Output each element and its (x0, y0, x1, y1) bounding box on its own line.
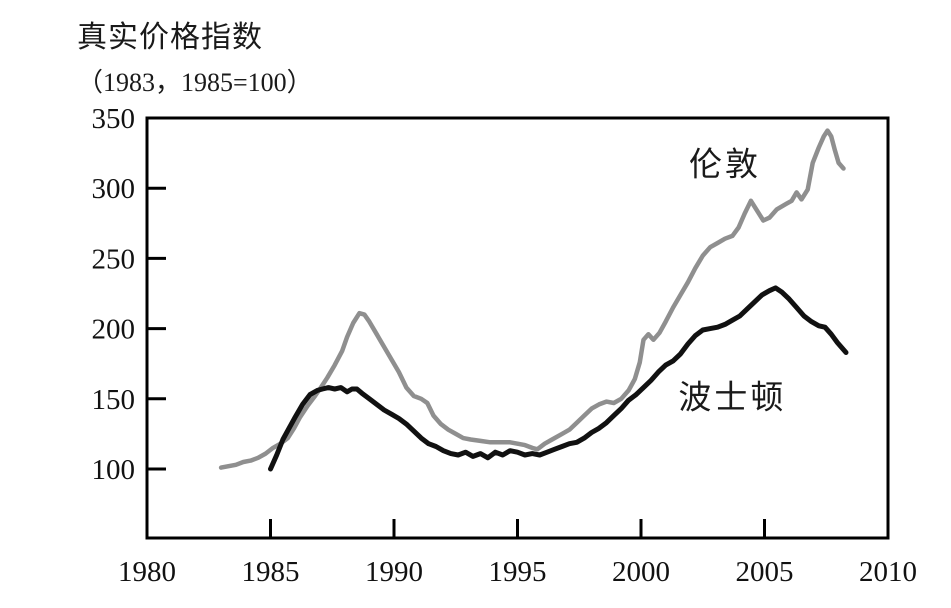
boston-line (268, 285, 849, 472)
x-tick-label: 2000 (612, 556, 670, 588)
plot-frame (145, 116, 890, 540)
x-tick-label: 2010 (859, 556, 917, 588)
london-line (218, 128, 846, 470)
axis-ticks (147, 186, 766, 538)
x-tick-label: 2005 (736, 556, 794, 588)
x-tick-label: 1990 (365, 556, 423, 588)
y-tick-label: 100 (92, 454, 136, 486)
boston-label: 波士顿 (678, 379, 786, 416)
y-tick-label: 150 (92, 384, 136, 416)
y-tick-label: 250 (92, 243, 136, 275)
y-tick-label: 300 (92, 173, 136, 205)
y-tick-label: 350 (92, 103, 136, 135)
chart-title: 真实价格指数 (77, 21, 263, 54)
x-tick-label: 1995 (489, 556, 547, 588)
chart-subtitle: （1983，1985=100） (77, 68, 313, 97)
london-label: 伦敦 (689, 146, 761, 183)
y-tick-label: 200 (92, 314, 136, 346)
axis-tick-labels: 100 150 200 250 300 350 1980 1985 1990 1995 2000 20… (92, 103, 918, 588)
x-tick-label: 1985 (242, 556, 300, 588)
data-lines (218, 128, 849, 472)
x-tick-label: 1980 (118, 556, 176, 588)
